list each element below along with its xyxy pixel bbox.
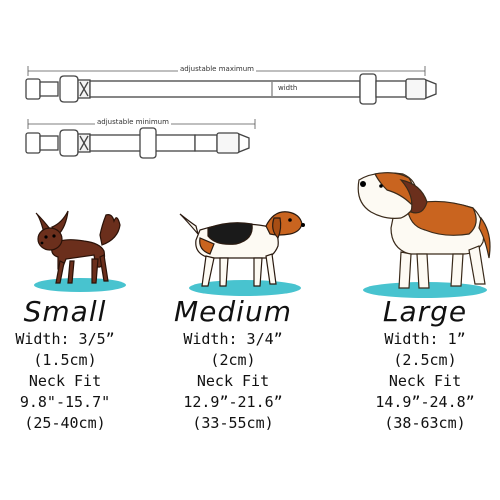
size-title: Large [382,295,468,328]
collar-minimum [25,127,250,159]
max-label: adjustable maximum [178,65,256,73]
size-large: Large Width: 1” (2.5cm) Neck Fit 14.9”-2… [340,295,500,434]
width-label: width [276,84,300,92]
min-label: adjustable minimum [95,118,171,126]
width-cm-text: (2.5cm) [393,351,457,369]
large-dog-illustration [357,172,491,298]
width-text: Width: 3/4” [183,330,283,348]
size-small: Small Width: 3/5” (1.5cm) Neck Fit 9.8"-… [0,295,150,434]
puddle [34,278,126,292]
neck-fit-cm: (38-63cm) [384,414,466,432]
width-cm-text: (1.5cm) [33,351,97,369]
neck-fit-inches: 14.9”-24.8” [375,393,475,411]
collar-maximum [25,73,437,105]
neck-fit-inches: 9.8"-15.7" [19,393,111,411]
collar-diagram: adjustable maximum adjustable minimum wi… [0,0,500,175]
size-medium: Medium Width: 3/4” (2cm) Neck Fit 12.9”-… [148,295,318,434]
width-text: Width: 1” [384,330,466,348]
size-title: Small [23,295,107,328]
neck-fit-label: Neck Fit [28,372,102,390]
width-text: Width: 3/5” [15,330,115,348]
width-cm-text: (2cm) [210,351,256,369]
neck-fit-label: Neck Fit [388,372,462,390]
neck-fit-cm: (33-55cm) [192,414,274,432]
small-dog-illustration [34,210,126,292]
neck-fit-cm: (25-40cm) [24,414,106,432]
neck-fit-label: Neck Fit [196,372,270,390]
size-title: Medium [174,295,292,328]
neck-fit-inches: 12.9”-21.6” [183,393,283,411]
medium-dog-illustration [179,211,305,296]
collar-drawing [25,66,437,159]
